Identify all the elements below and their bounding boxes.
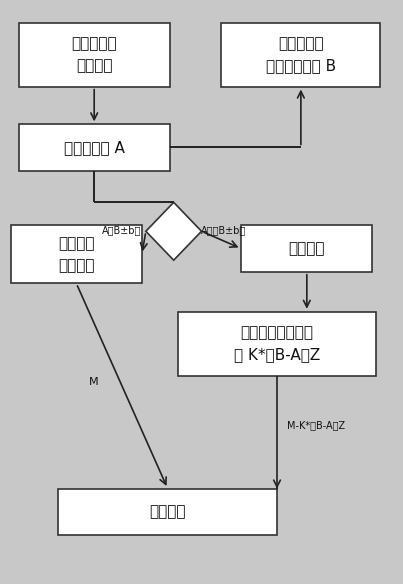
Text: 输出速度: 输出速度 bbox=[150, 505, 186, 519]
FancyBboxPatch shape bbox=[221, 23, 380, 86]
FancyBboxPatch shape bbox=[19, 124, 170, 171]
Text: M: M bbox=[89, 377, 98, 387]
Text: 流量异常: 流量异常 bbox=[289, 241, 325, 256]
Text: 模拟量模块: 模拟量模块 bbox=[71, 36, 117, 51]
Text: 量 K*（B-A）Z: 量 K*（B-A）Z bbox=[234, 347, 320, 363]
Polygon shape bbox=[146, 202, 202, 260]
Text: M-K*（B-A）Z: M-K*（B-A）Z bbox=[287, 420, 345, 430]
Text: A在B±b内: A在B±b内 bbox=[102, 225, 142, 235]
FancyBboxPatch shape bbox=[19, 23, 170, 86]
Text: 数据获取: 数据获取 bbox=[76, 58, 112, 74]
Text: 计算回转限度偏移: 计算回转限度偏移 bbox=[241, 325, 314, 340]
Text: 对应的电流値 B: 对应的电流値 B bbox=[266, 58, 336, 74]
FancyBboxPatch shape bbox=[178, 312, 376, 376]
Text: 运算电流値 A: 运算电流値 A bbox=[64, 140, 125, 155]
FancyBboxPatch shape bbox=[58, 489, 277, 535]
FancyBboxPatch shape bbox=[11, 225, 142, 283]
FancyBboxPatch shape bbox=[241, 225, 372, 272]
Text: 设定流量所: 设定流量所 bbox=[278, 36, 324, 51]
Text: 取料正常: 取料正常 bbox=[58, 236, 95, 251]
Text: A不在B±b内: A不在B±b内 bbox=[201, 225, 246, 235]
Text: 不做调整: 不做调整 bbox=[58, 258, 95, 273]
